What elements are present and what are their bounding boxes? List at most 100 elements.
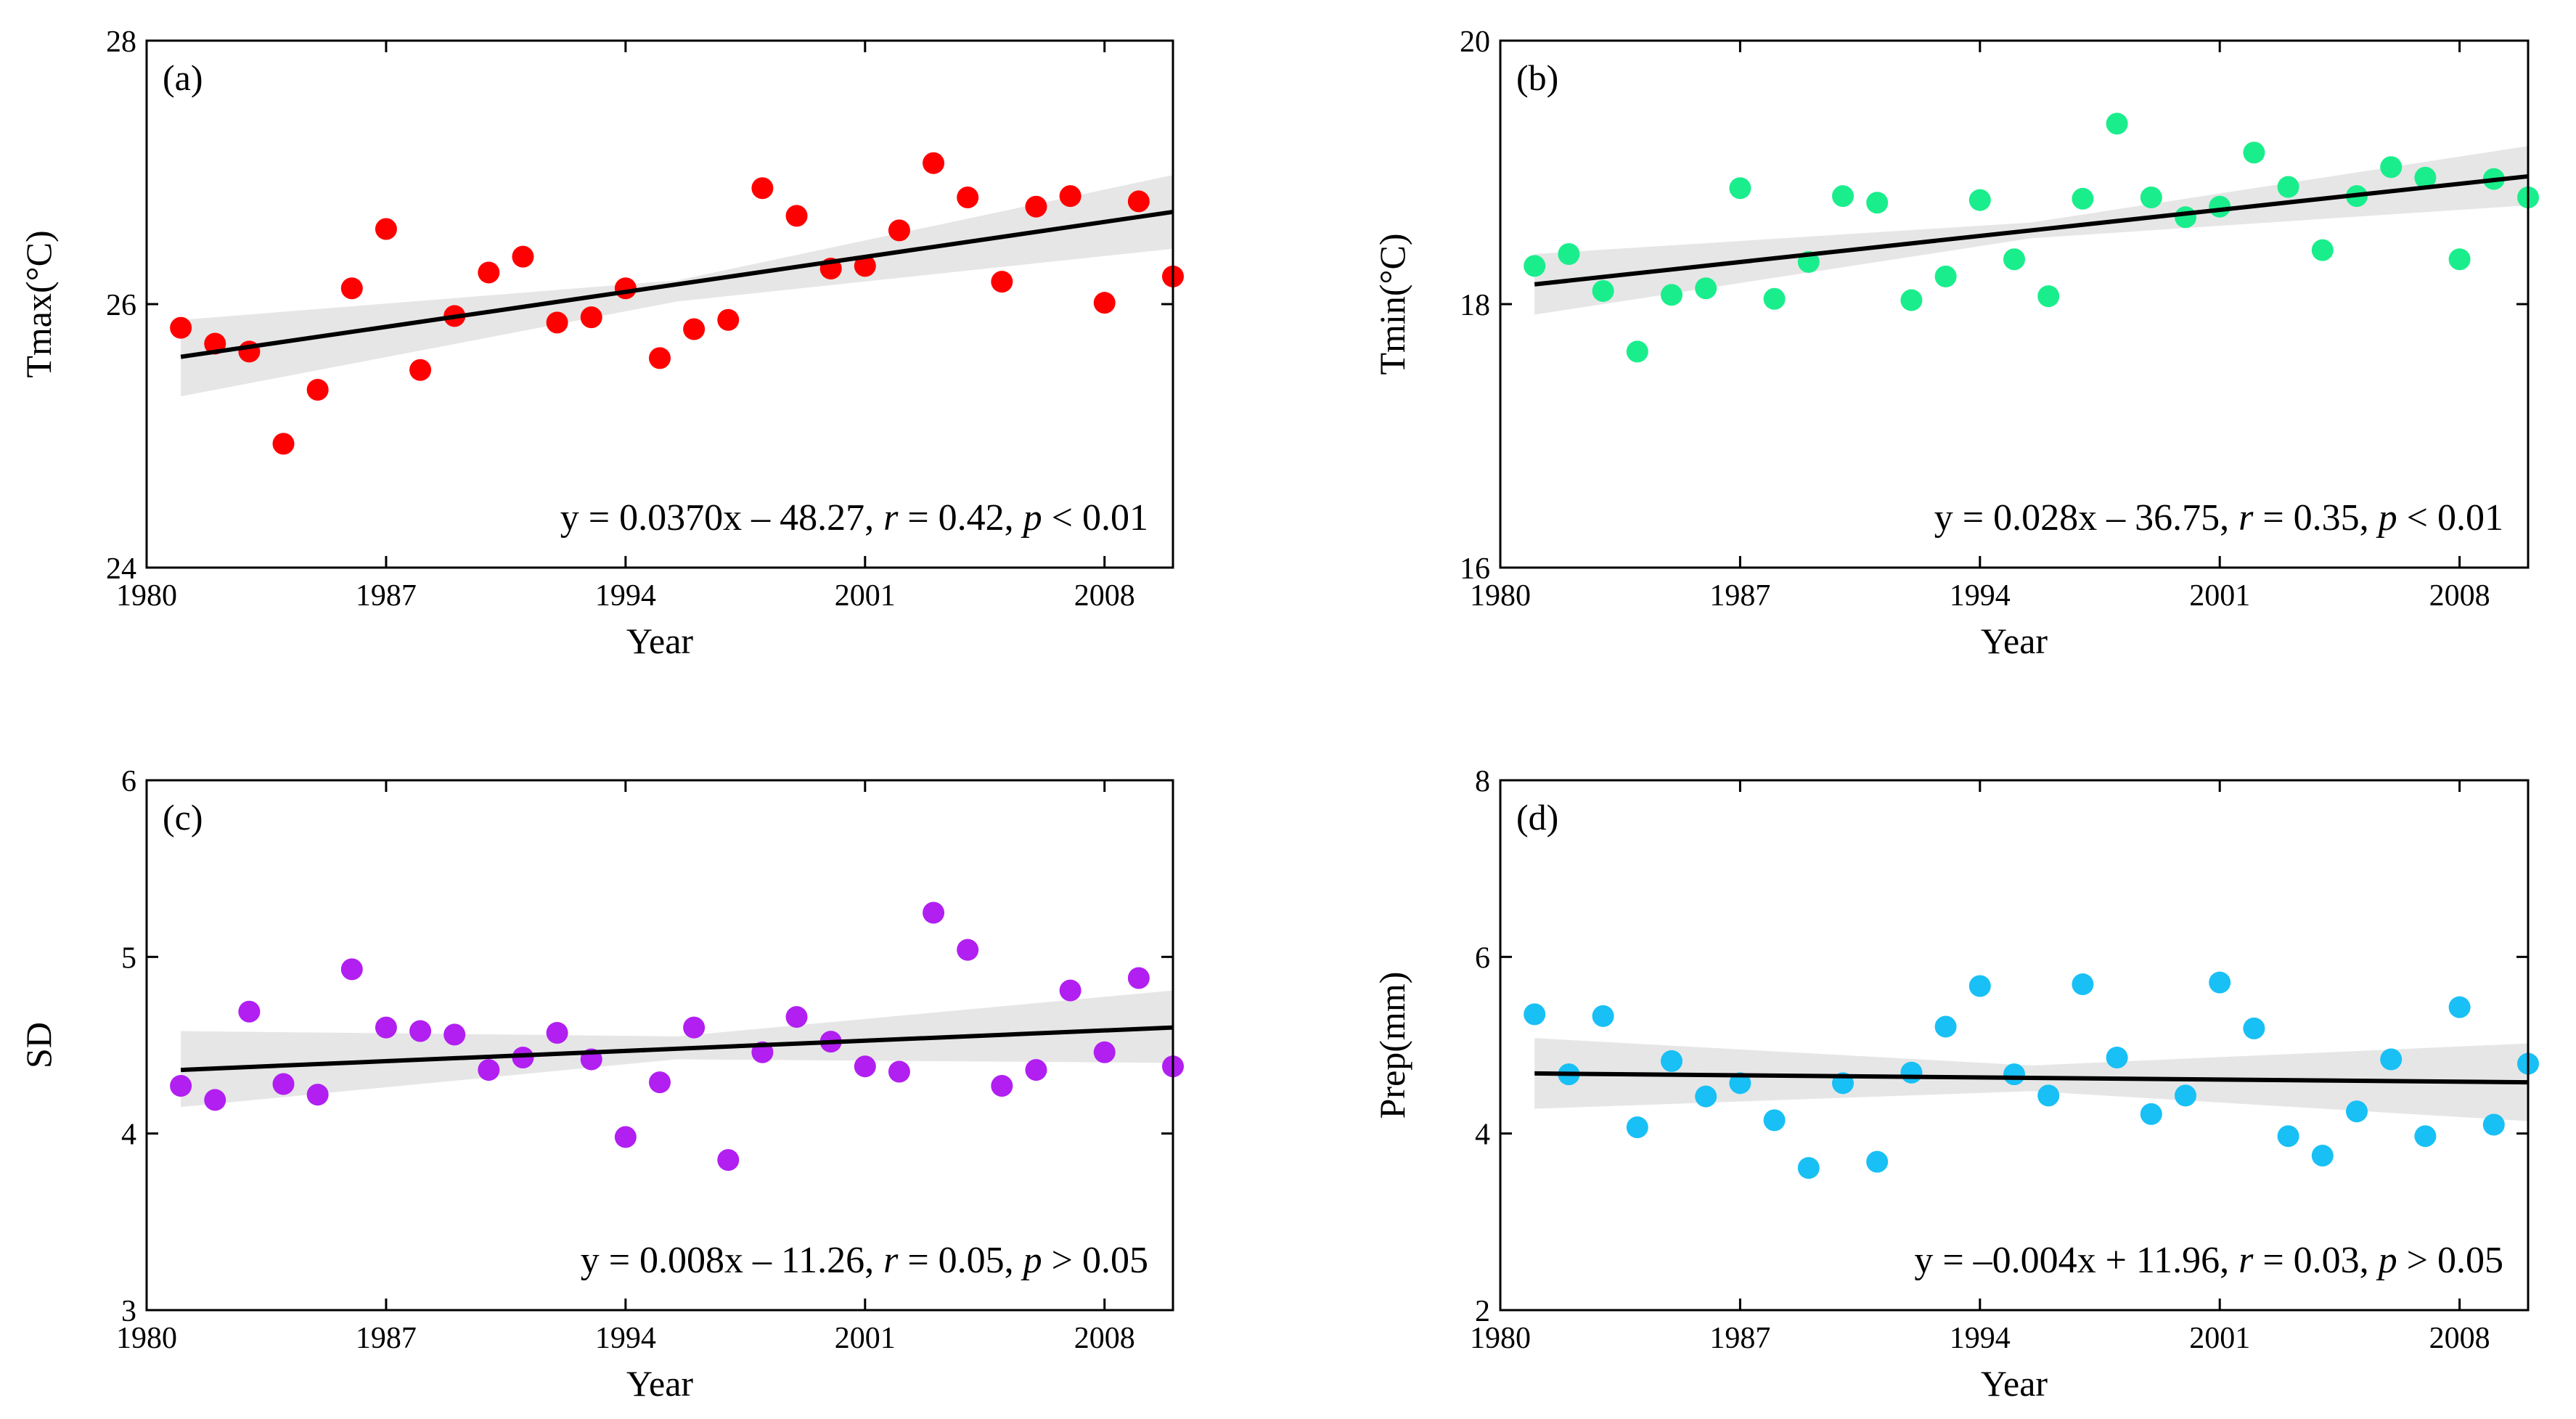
panel-a-equation: y = 0.0370x – 48.27, r = 0.42, p < 0.01 <box>560 497 1148 539</box>
panel-d-equation-r-val: = 0.03, <box>2253 1240 2378 1281</box>
panel-a-point-2008 <box>1093 292 1116 314</box>
panel-b-point-1991 <box>1866 192 1889 214</box>
panel-a-ytick-label-24: 24 <box>106 552 136 586</box>
panel-a-xtick-label-2008: 2008 <box>1074 579 1135 613</box>
panel-d-equation-p-sym: p <box>2376 1240 2397 1281</box>
panel-a-equation-p-val: < 0.01 <box>1042 497 1148 539</box>
panel-b-point-1997 <box>2072 187 2094 210</box>
panel-c-point-2008 <box>1093 1041 1116 1063</box>
panel-b-point-1992 <box>1900 289 1923 311</box>
panel-c-point-1996 <box>683 1016 706 1039</box>
panel-a-point-2002 <box>888 219 910 242</box>
panel-c-point-1989 <box>443 1023 466 1046</box>
panel-d-equation: y = –0.004x + 11.96, r = 0.03, p > 0.05 <box>1914 1240 2503 1281</box>
panel-a-xtick-label-2001: 2001 <box>835 579 896 613</box>
panel-a-point-1985 <box>306 378 329 401</box>
panel-c-point-1999 <box>785 1006 808 1029</box>
panel-c-point-1987 <box>375 1016 397 1039</box>
panel-d-point-2009 <box>2482 1113 2505 1136</box>
panel-d-ylabel: Prep(mm) <box>1372 972 1412 1119</box>
panel-d-ytick-label-8: 8 <box>1475 765 1490 798</box>
panel-c-equation-pre-r: y = 0.008x – 11.26, <box>581 1240 883 1281</box>
panel-d-axes-frame <box>1499 779 2530 1312</box>
panel-a-point-1998 <box>751 177 774 200</box>
panel-c-point-1994 <box>614 1126 637 1148</box>
panel-c-point-2002 <box>888 1060 910 1083</box>
panel-b-equation-r-sym: r <box>2238 497 2254 539</box>
panel-d-point-1991 <box>1866 1150 1889 1173</box>
panel-c-equation: y = 0.008x – 11.26, r = 0.05, p > 0.05 <box>581 1240 1148 1281</box>
panel-d-ytick-label-6: 6 <box>1475 941 1490 975</box>
panel-d-xtick-label-1994: 1994 <box>1950 1322 2011 1355</box>
panel-c-label: (c) <box>163 797 203 838</box>
panel-b-point-1987 <box>1729 177 1751 200</box>
panel-a-point-1986 <box>340 277 363 300</box>
panel-b-point-2004 <box>2311 239 2334 261</box>
panel-c-equation-p-val: > 0.05 <box>1042 1240 1148 1281</box>
panel-d-point-1992 <box>1900 1061 1923 1084</box>
panel-d-point-1985 <box>1661 1050 1682 1072</box>
panel-d-xlabel: Year <box>1981 1363 2048 1404</box>
panel-b-point-1996 <box>2037 285 2060 308</box>
panel-c-xtick-label-2008: 2008 <box>1074 1322 1135 1355</box>
panel-d-point-2008 <box>2448 996 2471 1018</box>
panel-c: 1980 1987 1994 2001 2008 3 4 5 6 Year SD (c) y = 0.0… <box>18 765 1184 1404</box>
panel-d-point-1994 <box>1968 975 1991 997</box>
panel-d-point-1999 <box>2140 1103 2162 1125</box>
panel-c-ylabel: SD <box>18 1022 59 1068</box>
panel-b-ytick-label-18: 18 <box>1460 289 1490 322</box>
panel-b-point-1981 <box>1524 255 1546 277</box>
panel-c-ytick-label-3: 3 <box>121 1295 136 1328</box>
panel-b-xtick-label-2001: 2001 <box>2189 579 2250 613</box>
panel-a-point-1991 <box>512 245 534 268</box>
panel-d-point-1983 <box>1592 1005 1614 1027</box>
panel-c-equation-p-sym: p <box>1021 1240 1042 1281</box>
panel-b-equation-p-val: < 0.01 <box>2397 497 2503 539</box>
panel-a-point-2004 <box>957 186 979 208</box>
panel-c-point-2001 <box>854 1055 876 1078</box>
panel-b-point-1998 <box>2106 113 2128 135</box>
panel-a-point-2001 <box>854 255 876 277</box>
panel-d-point-1986 <box>1695 1085 1717 1108</box>
panel-d-regression-line <box>1534 1071 2529 1085</box>
panel-d-equation-r-sym: r <box>2238 1240 2254 1281</box>
panel-d-point-1981 <box>1524 1003 1546 1026</box>
panel-d-point-2004 <box>2311 1145 2334 1167</box>
panel-d-point-1998 <box>2106 1047 2128 1069</box>
panel-d-point-2005 <box>2346 1100 2368 1123</box>
panel-b-xtick-label-1987: 1987 <box>1709 579 1770 613</box>
panel-a-ytick-label-28: 28 <box>106 25 136 59</box>
panel-a-equation-pre-r: y = 0.0370x – 48.27, <box>560 497 883 539</box>
panel-b-equation-pre-r: y = 0.028x – 36.75, <box>1934 497 2238 539</box>
panel-b-equation-p-sym: p <box>2376 497 2397 539</box>
panel-c-point-1984 <box>272 1073 295 1095</box>
panel-c-point-1982 <box>204 1089 226 1111</box>
panel-d-point-2002 <box>2243 1017 2265 1039</box>
panel-d-ytick-label-4: 4 <box>1475 1119 1490 1152</box>
panel-b-point-1982 <box>1558 243 1580 266</box>
panel-b-equation-r-val: = 0.35, <box>2253 497 2378 539</box>
panel-d-point-2001 <box>2209 971 2231 994</box>
panel-c-xtick-label-1987: 1987 <box>356 1322 417 1355</box>
panel-a-xlabel: Year <box>626 621 693 661</box>
panel-d-equation-p-val: > 0.05 <box>2397 1240 2503 1281</box>
panel-d-point-1989 <box>1797 1157 1820 1179</box>
panel-b-xtick-label-2008: 2008 <box>2429 579 2490 613</box>
panel-d-point-1984 <box>1626 1116 1648 1139</box>
panel-c-point-1995 <box>649 1071 671 1094</box>
panel-d-equation-pre-r: y = –0.004x + 11.96, <box>1914 1240 2238 1281</box>
panel-c-point-1985 <box>306 1084 329 1106</box>
panel-a-xtick-label-1980: 1980 <box>116 579 177 613</box>
panel-c-regression-line <box>181 1025 1174 1073</box>
panel-d-point-2006 <box>2380 1048 2403 1071</box>
panel-b-point-2008 <box>2448 248 2471 271</box>
panel-c-point-2007 <box>1059 979 1081 1002</box>
panel-b-ylabel: Tmin(°C) <box>1372 234 1412 375</box>
panel-d-point-1988 <box>1763 1109 1786 1132</box>
panel-b-point-2001 <box>2209 195 2231 218</box>
panel-c-point-1986 <box>340 958 363 981</box>
panel-b-point-1990 <box>1832 185 1854 208</box>
panel-c-point-1988 <box>409 1020 432 1042</box>
panel-d-xtick-label-1987: 1987 <box>1709 1322 1770 1355</box>
panel-c-ytick-label-6: 6 <box>121 765 136 798</box>
